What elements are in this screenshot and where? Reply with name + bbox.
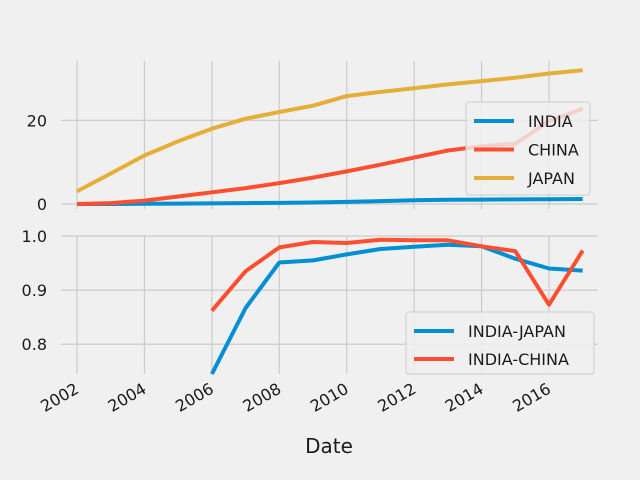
bot-y-tick-label: 0.9: [22, 281, 47, 300]
x-tick-label-2008: 2008: [240, 379, 285, 416]
x-tick-label-2014: 2014: [442, 379, 487, 416]
x-tick-label-2010: 2010: [307, 379, 352, 416]
legend-label-japan: JAPAN: [527, 169, 575, 188]
legend-label-india-china: INDIA-CHINA: [468, 350, 569, 369]
top-legend-box: [465, 101, 591, 196]
bot-y-tick-label: 1.0: [22, 227, 47, 246]
top-chart: 0 20 INDIA CHINA JAPAN: [27, 61, 598, 214]
top-y-tick-label: 0: [37, 195, 47, 214]
series-line-india: [77, 197, 583, 206]
bot-y-tick-label: 0.8: [22, 335, 47, 354]
legend-label-china: CHINA: [528, 141, 579, 160]
bottom-legend: INDIA-JAPAN INDIA-CHINA: [405, 311, 595, 375]
series-line-india-china: [210, 237, 585, 312]
top-y-tick-label: 20: [27, 111, 47, 130]
bottom-grid: [61, 235, 598, 374]
bottom-chart: 0.8 0.9 1.0 INDIA-JAPAN INDIA-CHINA: [22, 227, 598, 375]
x-tick-label-2012: 2012: [374, 379, 419, 416]
x-tick-label-2004: 2004: [105, 379, 150, 416]
top-y-tick-labels: 0 20: [27, 111, 47, 214]
x-tick-labels: 2002 2004 2006 2008 2010 2012 2014 2016: [37, 379, 554, 416]
x-axis-label: Date: [305, 434, 353, 458]
x-tick-label-2002: 2002: [37, 379, 82, 416]
legend-label-india: INDIA: [528, 112, 573, 131]
series-line-japan: [76, 68, 583, 194]
top-legend: INDIA CHINA JAPAN: [465, 101, 591, 196]
bottom-y-tick-labels: 0.8 0.9 1.0: [22, 227, 47, 354]
x-tick-label-2016: 2016: [509, 379, 554, 416]
x-tick-label-2006: 2006: [172, 379, 217, 416]
bottom-series-lines: [210, 237, 585, 375]
legend-label-india-japan: INDIA-JAPAN: [468, 322, 566, 341]
